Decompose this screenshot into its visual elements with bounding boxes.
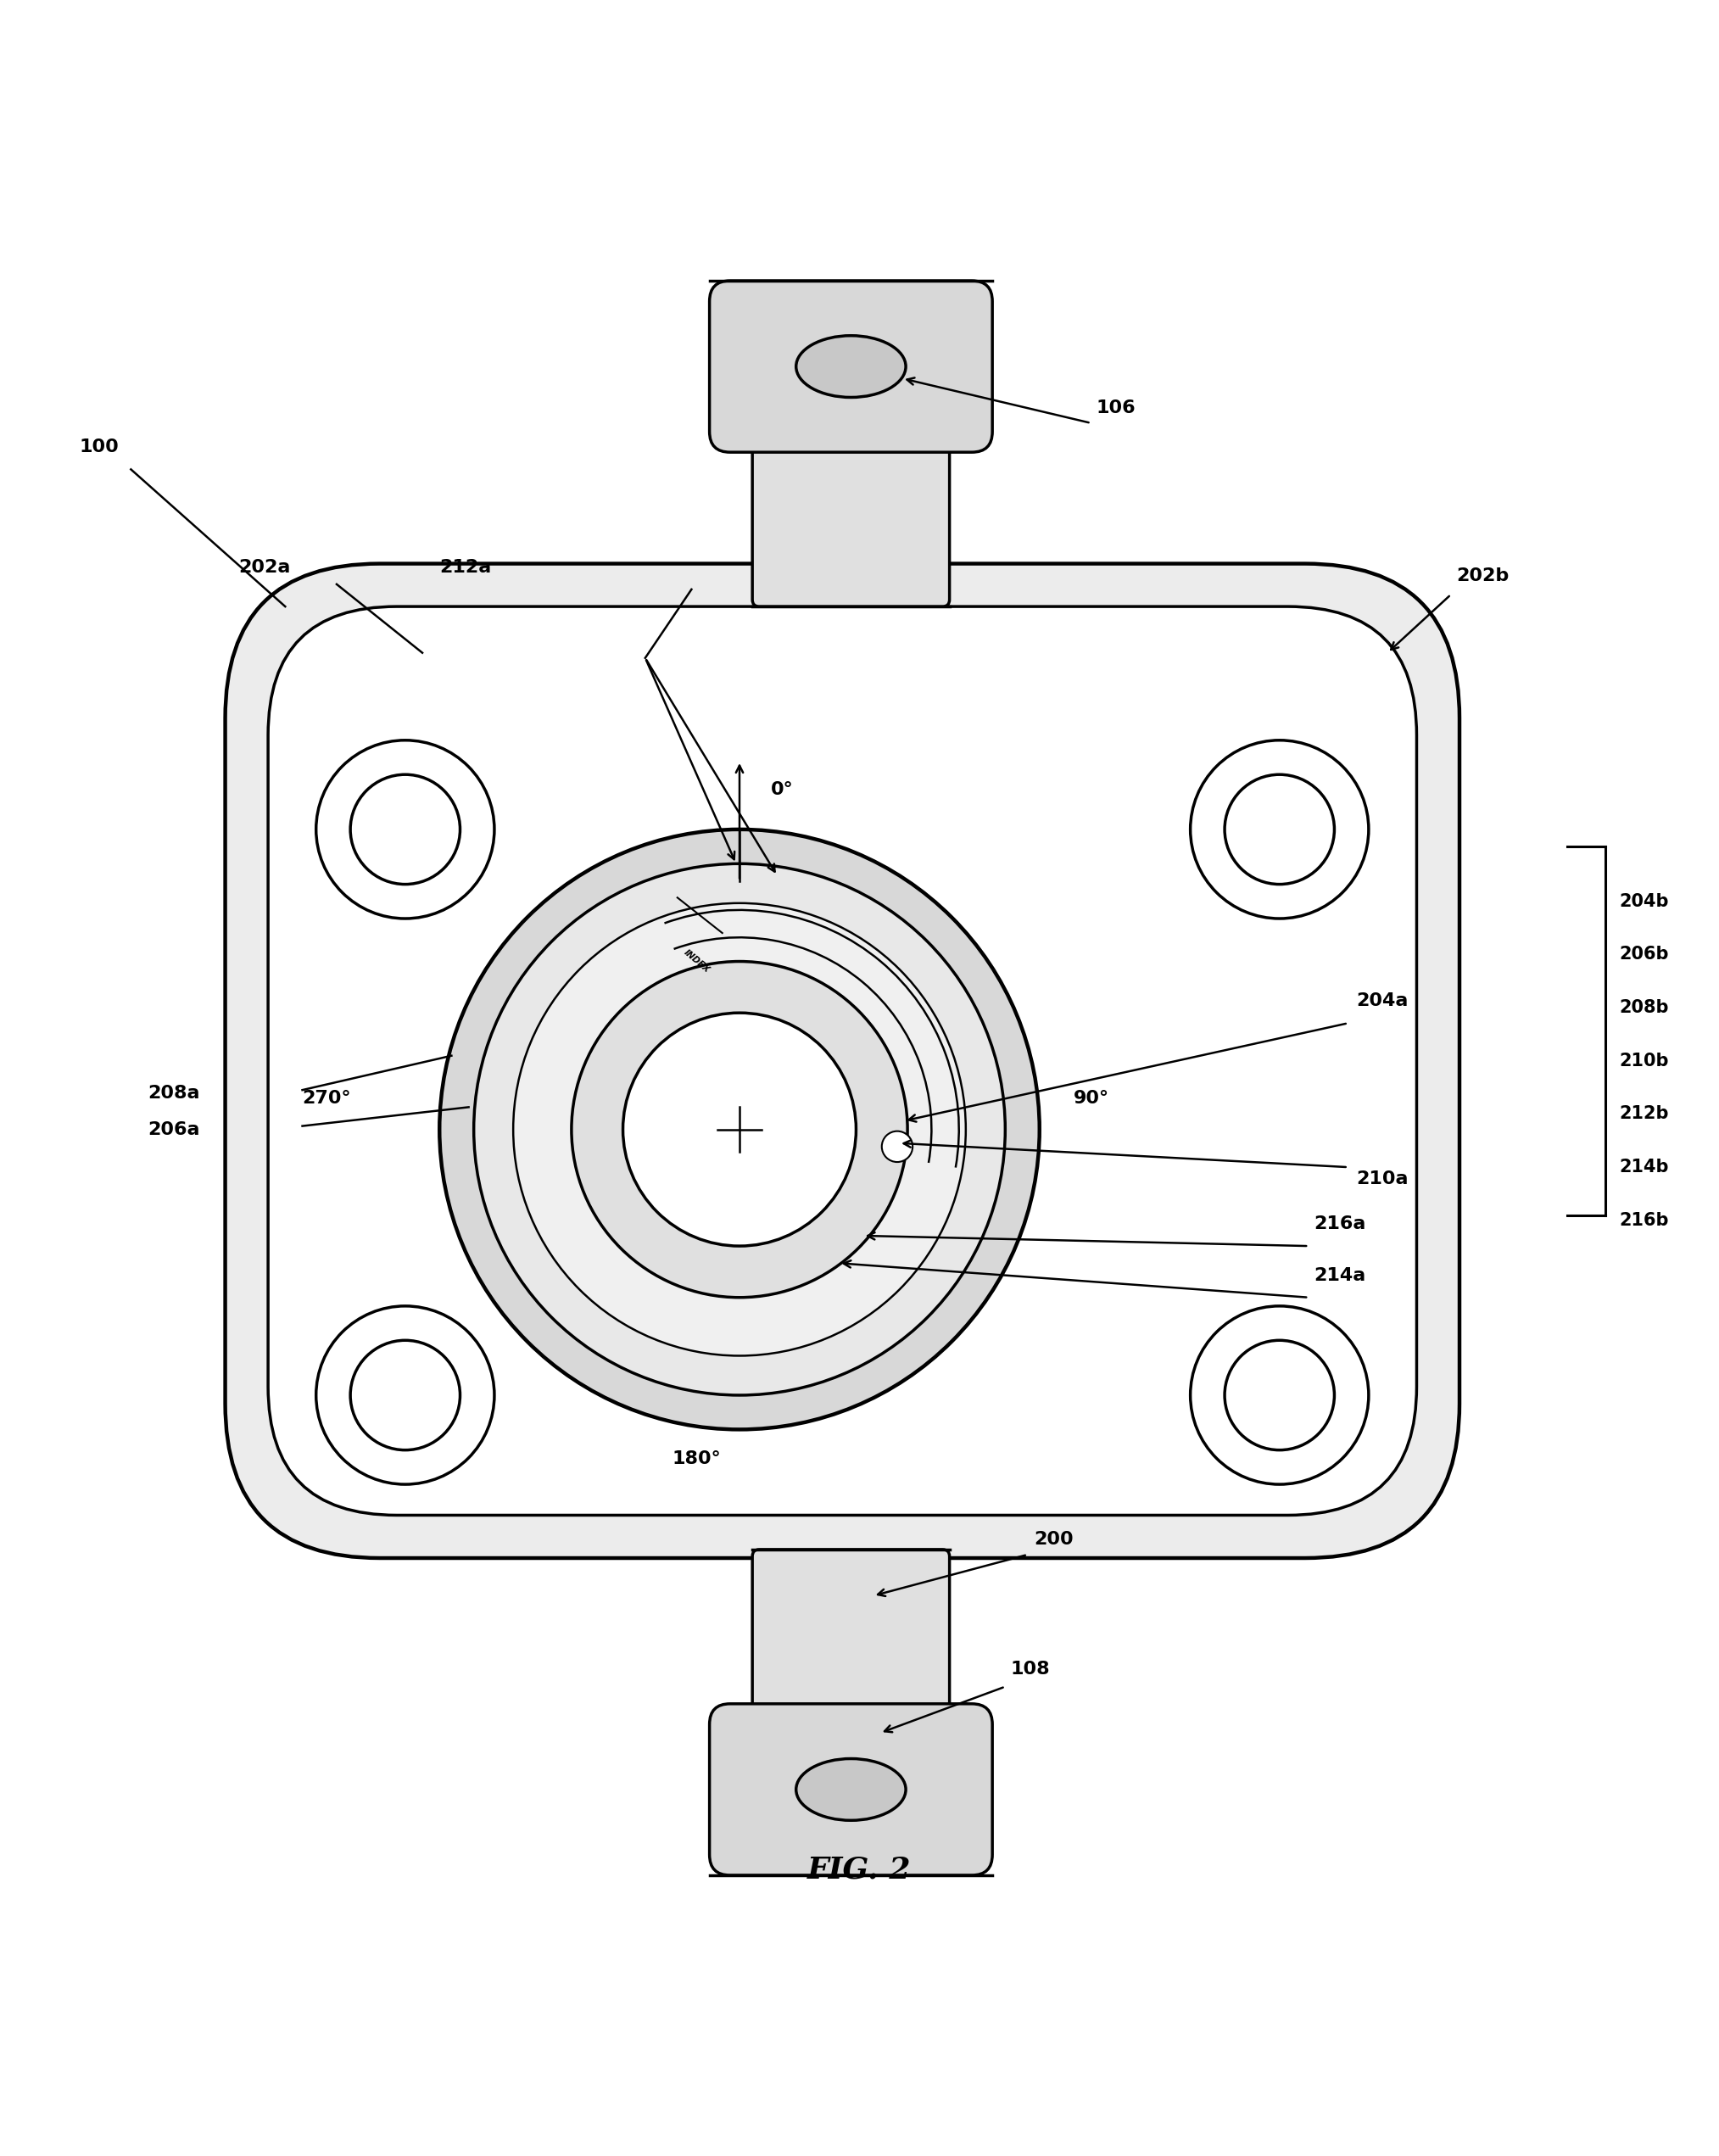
Text: 206b: 206b	[1619, 946, 1669, 964]
Ellipse shape	[440, 830, 1040, 1429]
Ellipse shape	[796, 336, 906, 397]
Ellipse shape	[514, 903, 966, 1356]
Text: 202b: 202b	[1456, 567, 1509, 584]
Ellipse shape	[622, 1013, 856, 1246]
Text: 206a: 206a	[148, 1121, 199, 1138]
Text: 210b: 210b	[1619, 1052, 1669, 1069]
Text: 208b: 208b	[1619, 998, 1669, 1015]
Text: FIG. 2: FIG. 2	[808, 1856, 911, 1884]
Text: 214b: 214b	[1619, 1158, 1669, 1175]
Text: 212a: 212a	[440, 558, 492, 576]
Text: 216a: 216a	[1313, 1216, 1367, 1233]
Text: 108: 108	[1011, 1660, 1050, 1677]
Ellipse shape	[796, 1759, 906, 1820]
Ellipse shape	[882, 1132, 913, 1162]
Text: 216b: 216b	[1619, 1212, 1669, 1229]
Text: 214a: 214a	[1313, 1268, 1365, 1283]
Ellipse shape	[351, 1341, 461, 1451]
Text: 208a: 208a	[148, 1084, 199, 1102]
Ellipse shape	[1190, 1307, 1368, 1483]
Text: 100: 100	[79, 438, 119, 455]
Text: 106: 106	[1097, 399, 1136, 416]
Ellipse shape	[1224, 774, 1334, 884]
Text: 202a: 202a	[239, 558, 291, 576]
Ellipse shape	[1224, 1341, 1334, 1451]
Text: 210a: 210a	[1356, 1171, 1410, 1188]
Text: 212b: 212b	[1619, 1106, 1669, 1123]
Ellipse shape	[571, 962, 908, 1298]
Text: 200: 200	[1035, 1531, 1074, 1548]
Ellipse shape	[316, 740, 495, 918]
Text: 204a: 204a	[1356, 992, 1408, 1009]
Text: 90°: 90°	[1074, 1091, 1109, 1108]
FancyBboxPatch shape	[753, 1550, 949, 1746]
Ellipse shape	[474, 865, 1006, 1395]
FancyBboxPatch shape	[753, 410, 949, 606]
Text: 204b: 204b	[1619, 893, 1669, 910]
Ellipse shape	[1190, 740, 1368, 918]
Text: 180°: 180°	[672, 1451, 722, 1466]
FancyBboxPatch shape	[710, 1703, 992, 1876]
FancyBboxPatch shape	[710, 280, 992, 453]
Ellipse shape	[316, 1307, 495, 1483]
FancyBboxPatch shape	[268, 606, 1416, 1516]
FancyBboxPatch shape	[225, 563, 1459, 1559]
Text: 0°: 0°	[770, 780, 792, 798]
Text: 270°: 270°	[303, 1091, 351, 1108]
Text: INDEX: INDEX	[682, 949, 712, 975]
Ellipse shape	[351, 774, 461, 884]
